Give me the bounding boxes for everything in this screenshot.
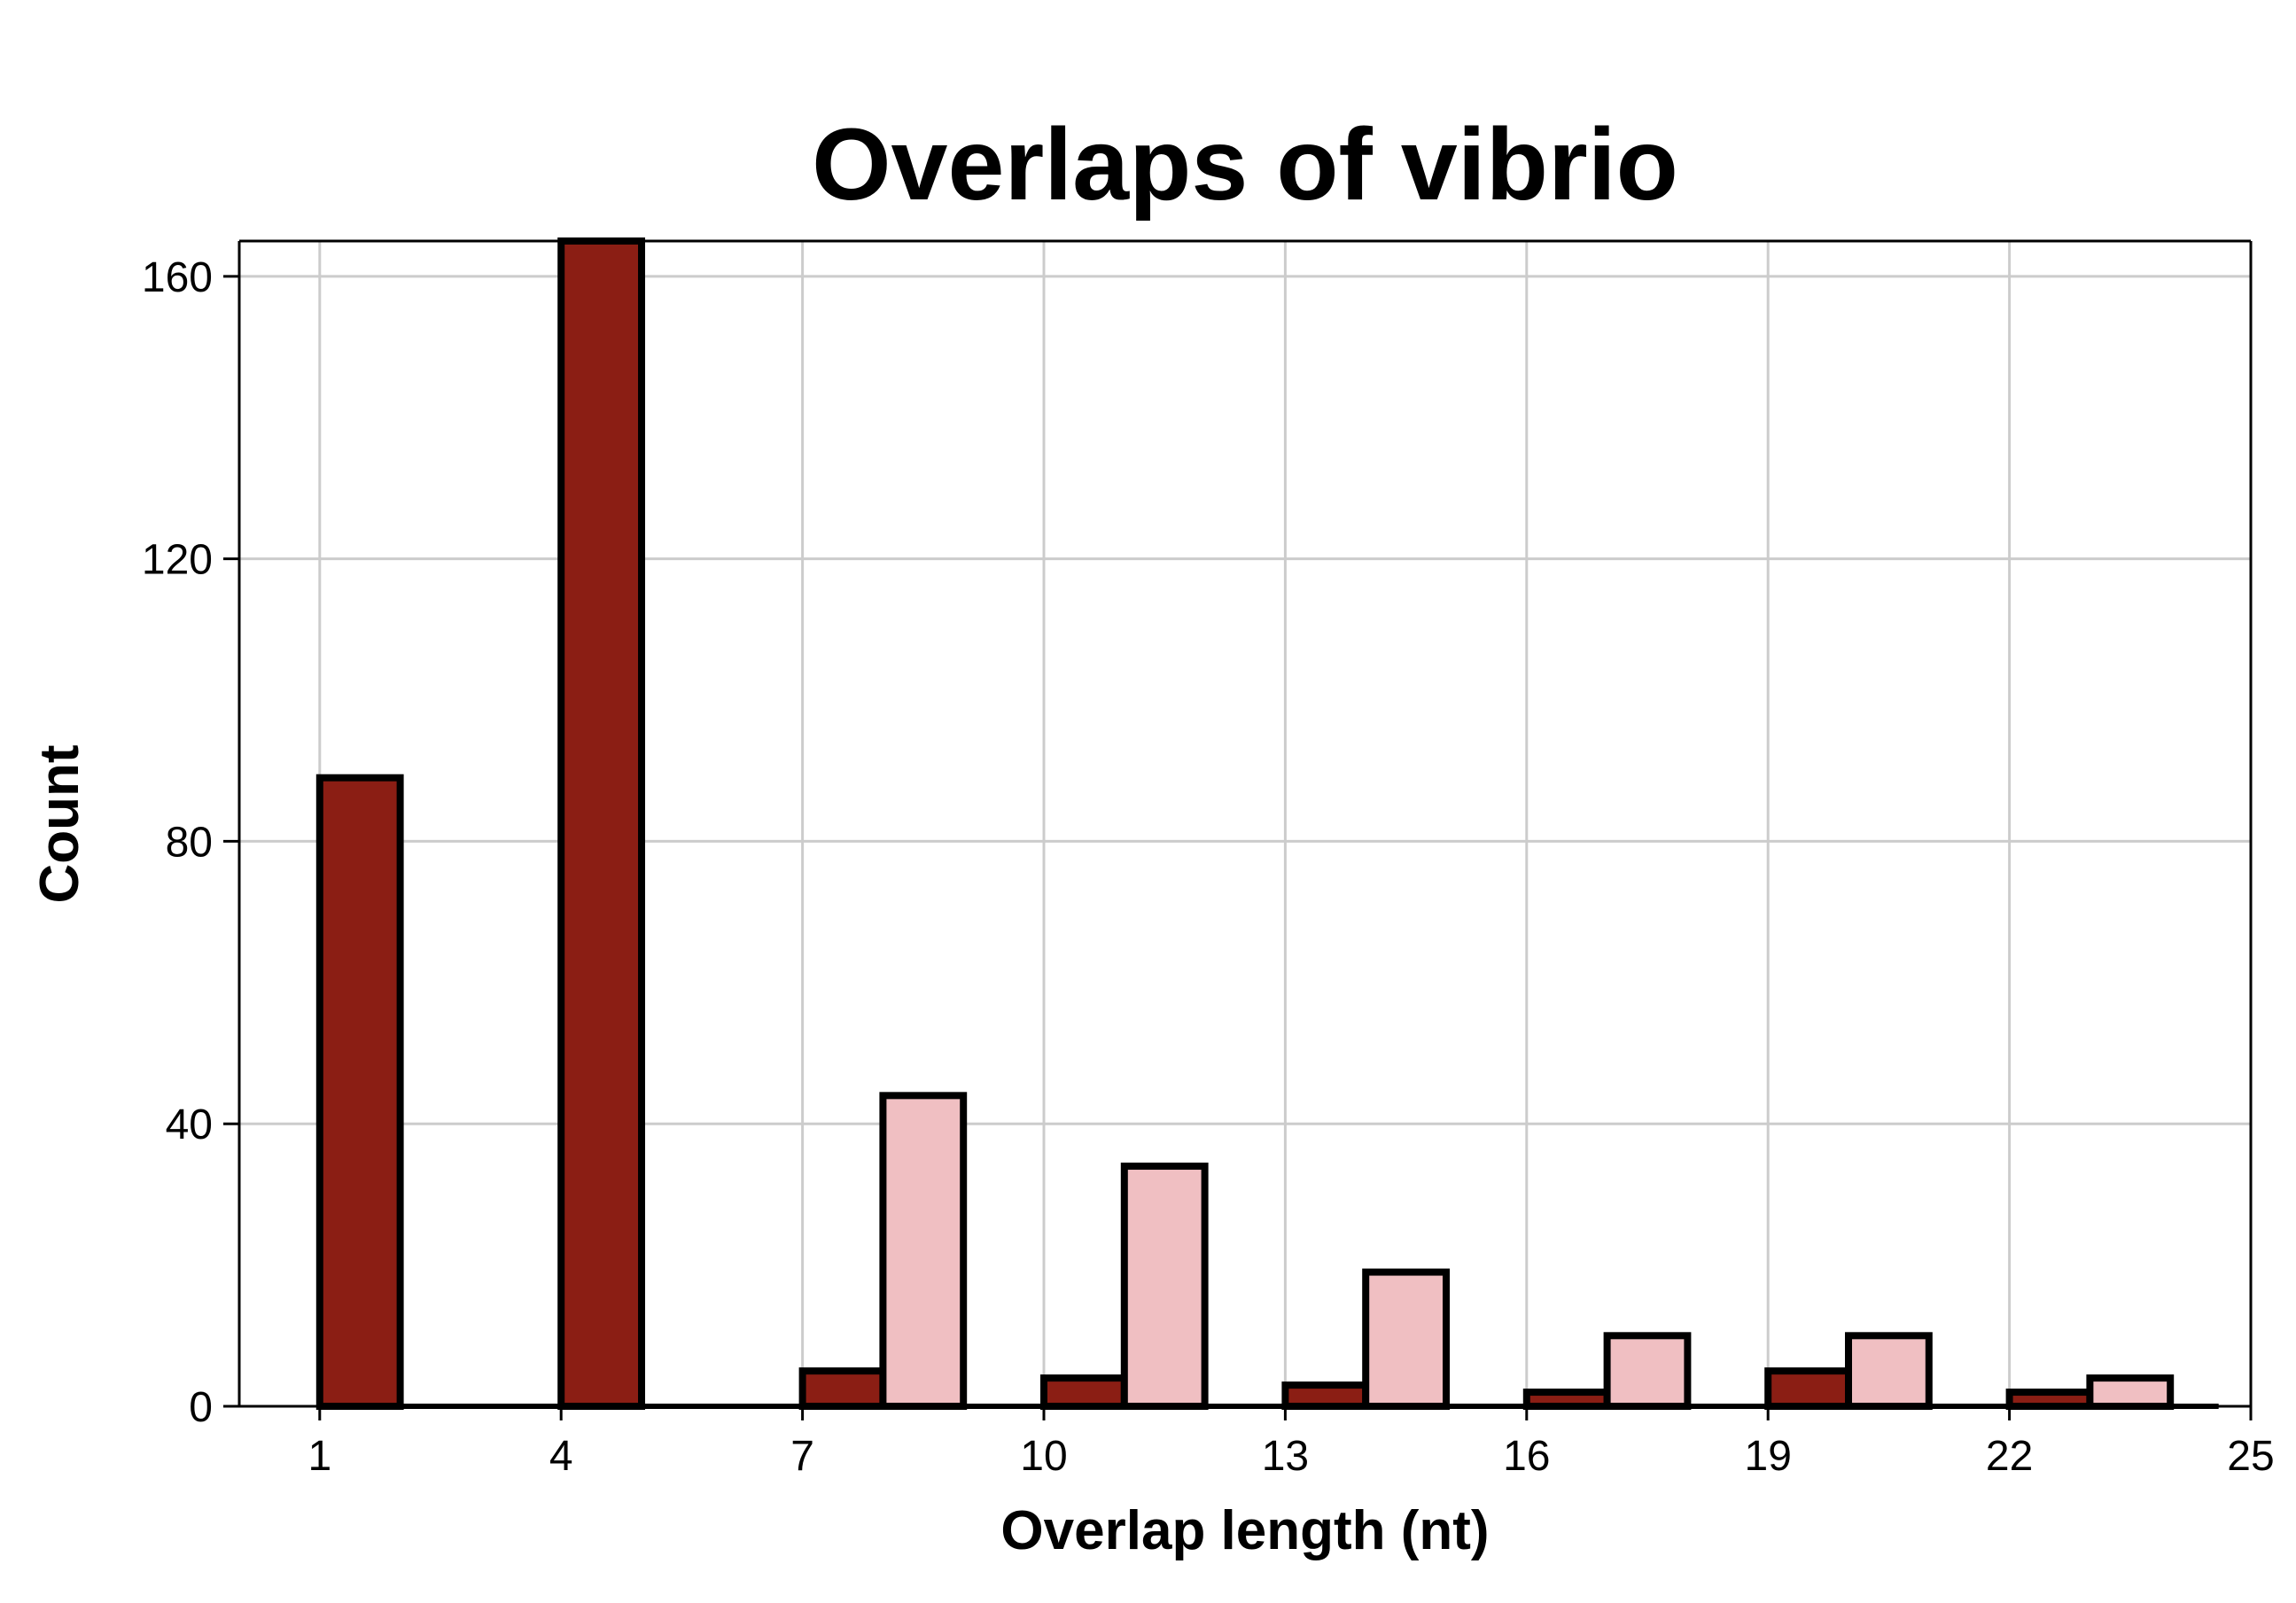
bar-series-1-x-7 [798, 1367, 887, 1410]
bar-series-1-x-13 [1281, 1381, 1370, 1411]
x-tick-label: 10 [1020, 1433, 1067, 1480]
y-tick-label: 40 [166, 1101, 213, 1148]
bar-series-2-x-11 [1120, 1163, 1209, 1410]
bar-series-2-x-23 [2086, 1374, 2175, 1411]
x-tick-label: 13 [1262, 1433, 1309, 1480]
bar-layer [315, 237, 2175, 1411]
y-tick-label: 0 [189, 1384, 213, 1431]
bar-series-1-x-10 [1040, 1374, 1128, 1411]
x-tick-label: 25 [2227, 1433, 2274, 1480]
x-tick-label: 7 [790, 1433, 814, 1480]
x-axis-label: Overlap length (nt) [1000, 1500, 1489, 1561]
x-tick-label: 1 [307, 1433, 331, 1480]
y-tick-label: 120 [142, 537, 213, 584]
y-axis-label: Count [29, 744, 90, 903]
y-tick-label: 160 [142, 254, 213, 301]
x-tick-label: 16 [1503, 1433, 1550, 1480]
bar-series-1-x-1 [315, 774, 404, 1410]
x-tick-label: 22 [1986, 1433, 2033, 1480]
bar-series-1-x-4 [557, 237, 646, 1410]
x-tick-label: 19 [1745, 1433, 1792, 1480]
bar-series-2-x-8 [879, 1092, 968, 1411]
y-tick-label: 80 [166, 819, 213, 866]
bar-series-2-x-17 [1603, 1332, 1692, 1410]
chart-title: Overlaps of vibrio [812, 108, 1678, 222]
bar-series-1-x-19 [1764, 1367, 1852, 1410]
axis-layer: 1 4 7 10 13 16 19 22 25 0 40 80 120 160 [142, 239, 2275, 1480]
x-tick-label: 4 [549, 1433, 573, 1480]
grid-layer [239, 241, 2253, 1408]
bar-series-2-x-20 [1845, 1332, 1933, 1410]
bar-series-2-x-14 [1362, 1268, 1450, 1411]
